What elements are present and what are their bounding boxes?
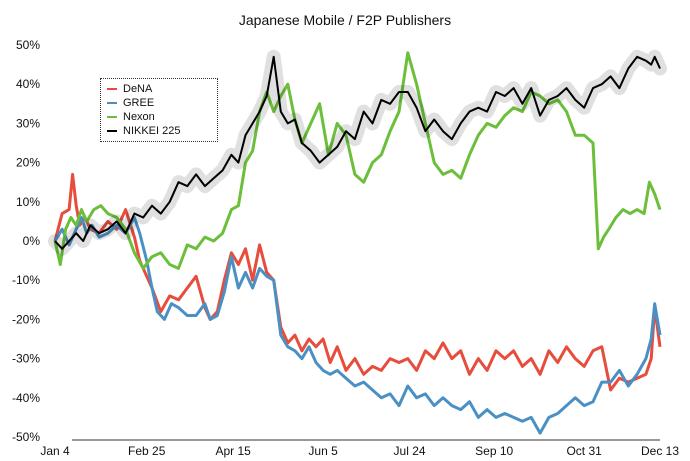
legend-swatch-nexon [107, 116, 117, 118]
legend-swatch-gree [107, 102, 117, 104]
y-tick-label: 0% [23, 234, 41, 248]
y-axis: 50% 40% 30% 20% 10% 0% -10% -20% -30% -40% -50% [12, 38, 40, 444]
x-tick-label: Dec 13 [641, 444, 679, 458]
legend-item-dena: DeNA [107, 82, 152, 96]
y-tick-label: -40% [12, 391, 40, 405]
x-tick-label: Oct 31 [566, 444, 602, 458]
legend-label-nikkei: NIKKEI 225 [123, 125, 181, 137]
legend-item-nikkei: NIKKEI 225 [107, 124, 180, 138]
y-tick-label: 40% [16, 77, 40, 91]
legend-item-gree: GREE [107, 96, 154, 110]
legend-label-dena: DeNA [123, 83, 153, 95]
chart-title: Japanese Mobile / F2P Publishers [238, 12, 452, 28]
x-tick-label: Apr 15 [215, 444, 251, 458]
y-tick-label: -50% [12, 430, 40, 444]
legend-item-nexon: Nexon [107, 110, 155, 124]
y-tick-label: 30% [16, 116, 40, 130]
y-tick-label: -10% [12, 273, 40, 287]
y-tick-label: 50% [16, 38, 40, 52]
series-line-gree [53, 216, 662, 435]
legend-swatch-nikkei [107, 130, 117, 132]
series-group [48, 49, 667, 435]
series-line-nikkei-225 [54, 55, 661, 250]
y-tick-label: -30% [12, 352, 40, 366]
x-tick-label: Jul 24 [394, 444, 426, 458]
x-tick-label: Sep 10 [475, 444, 513, 458]
series-line-nexon [53, 51, 662, 270]
legend: DeNA GREE Nexon NIKKEI 225 [100, 78, 218, 142]
y-tick-label: 20% [16, 156, 40, 170]
x-tick-label: Feb 25 [128, 444, 166, 458]
y-tick-label: 10% [16, 195, 40, 209]
legend-label-nexon: Nexon [123, 111, 155, 123]
x-tick-label: Jan 4 [40, 444, 70, 458]
legend-swatch-dena [107, 88, 117, 90]
x-axis: Jan 4 Feb 25 Apr 15 Jun 5 Jul 24 Sep 10 Oct 31… [40, 444, 679, 458]
y-tick-label: -20% [12, 312, 40, 326]
legend-label-gree: GREE [123, 97, 155, 109]
x-tick-label: Jun 5 [308, 444, 338, 458]
